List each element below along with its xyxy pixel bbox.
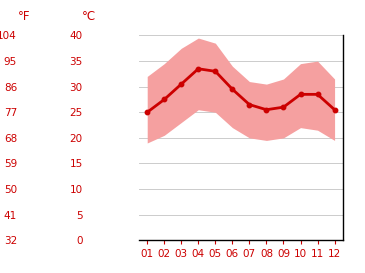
Text: °F: °F: [18, 10, 30, 23]
Text: °C: °C: [82, 10, 96, 23]
